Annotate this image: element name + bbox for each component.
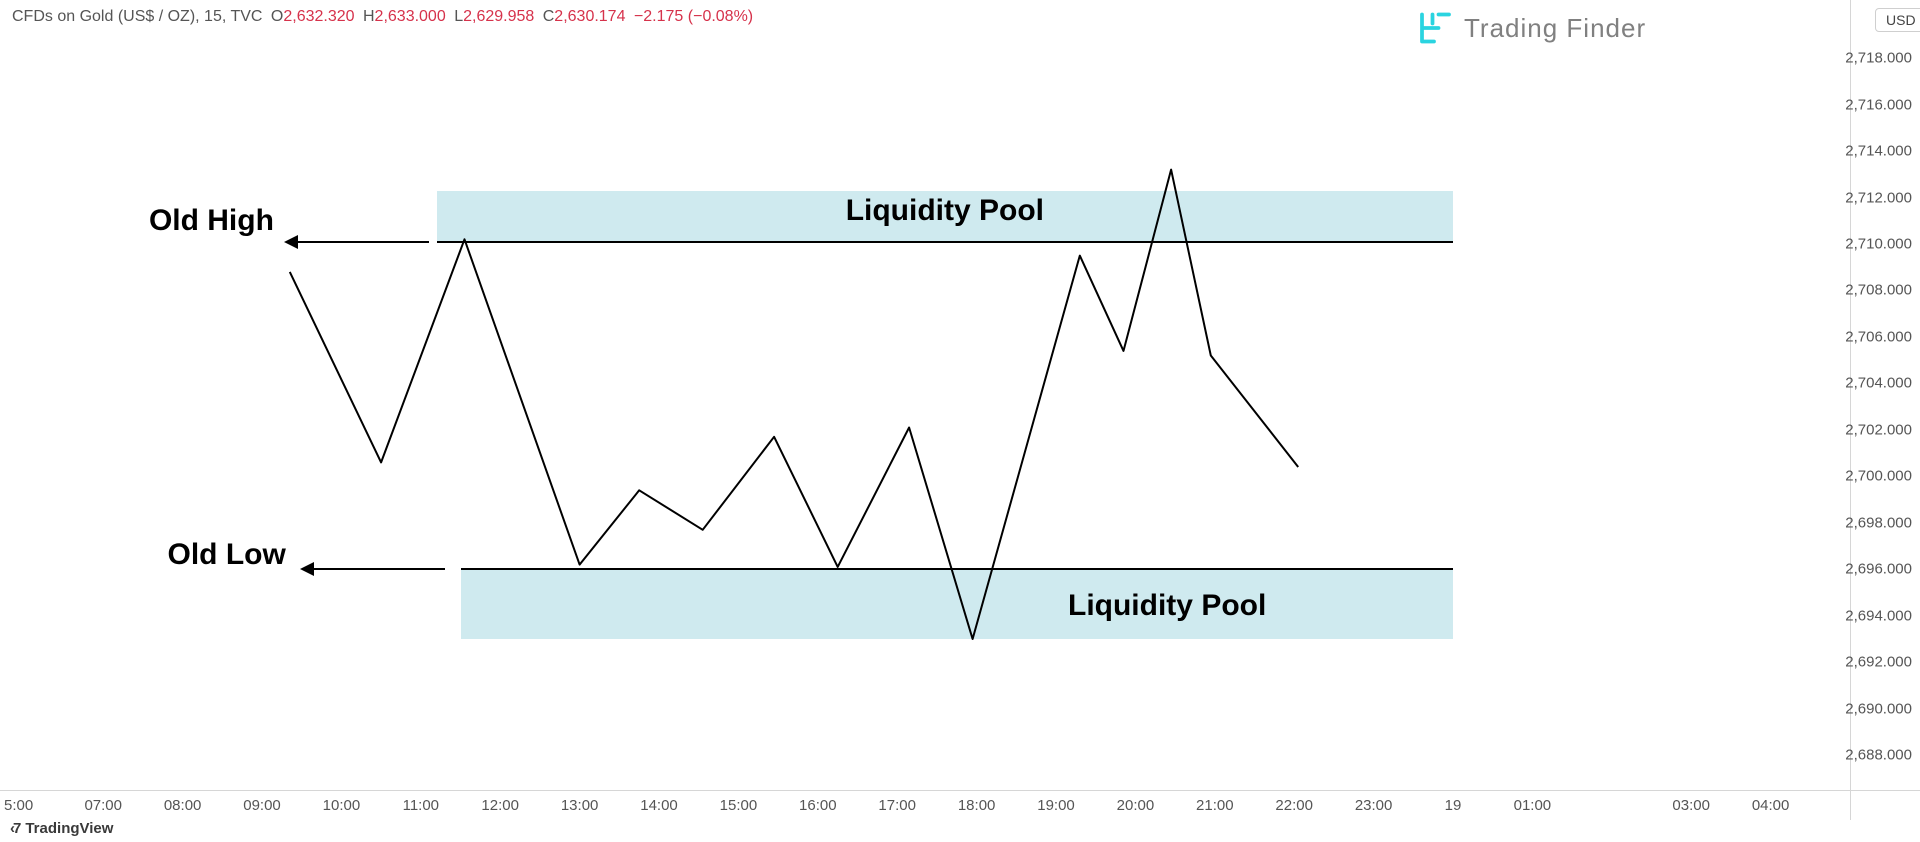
y-tick-label: 2,694.000 bbox=[1845, 607, 1912, 624]
brand-logo-pill: Trading Finder bbox=[1380, 0, 1682, 60]
x-tick-label: 10:00 bbox=[323, 797, 361, 814]
low-value: 2,629.958 bbox=[463, 8, 534, 25]
x-tick-label: 22:00 bbox=[1275, 797, 1313, 814]
open-prefix: O bbox=[271, 8, 283, 25]
x-tick-label: 13:00 bbox=[561, 797, 599, 814]
symbol-label: CFDs on Gold (US$ / OZ), 15, TVC bbox=[12, 8, 262, 25]
y-tick-label: 2,692.000 bbox=[1845, 654, 1912, 671]
y-tick-label: 2,688.000 bbox=[1845, 747, 1912, 764]
x-axis: 5:00 07:00 08:00 09:00 10:00 11:00 12:00 13:00 1… bbox=[0, 790, 1850, 820]
close-value: 2,630.174 bbox=[554, 8, 625, 25]
tradingview-icon: ‹7 bbox=[10, 820, 19, 837]
x-tick-label: 01:00 bbox=[1514, 797, 1552, 814]
x-tick-label: 19:00 bbox=[1037, 797, 1075, 814]
x-tick-label: 11:00 bbox=[403, 797, 439, 814]
y-tick-label: 2,704.000 bbox=[1845, 375, 1912, 392]
low-prefix: L bbox=[454, 8, 463, 25]
ohlc-header: CFDs on Gold (US$ / OZ), 15, TVC O2,632.… bbox=[12, 8, 753, 26]
x-tick-label: 07:00 bbox=[84, 797, 122, 814]
x-tick-label: 08:00 bbox=[164, 797, 202, 814]
y-tick-label: 2,690.000 bbox=[1845, 700, 1912, 717]
x-tick-label: 23:00 bbox=[1355, 797, 1393, 814]
x-tick-label: 04:00 bbox=[1752, 797, 1790, 814]
currency-badge[interactable]: USD bbox=[1875, 8, 1920, 32]
x-tick-label: 14:00 bbox=[640, 797, 678, 814]
tradingview-attribution: ‹7 TradingView bbox=[10, 820, 113, 837]
x-tick-label: 16:00 bbox=[799, 797, 837, 814]
x-tick-label: 15:00 bbox=[720, 797, 758, 814]
chart-plot-area[interactable]: Liquidity PoolLiquidity PoolOld HighOld … bbox=[0, 0, 1850, 790]
x-tick-label: 5:00 bbox=[4, 797, 33, 814]
y-tick-label: 2,698.000 bbox=[1845, 514, 1912, 531]
x-tick-label: 18:00 bbox=[958, 797, 996, 814]
open-value: 2,632.320 bbox=[283, 8, 354, 25]
y-tick-label: 2,708.000 bbox=[1845, 282, 1912, 299]
x-tick-label: 17:00 bbox=[878, 797, 916, 814]
y-tick-label: 2,714.000 bbox=[1845, 143, 1912, 160]
y-tick-label: 2,716.000 bbox=[1845, 96, 1912, 113]
high-prefix: H bbox=[363, 8, 375, 25]
axis-corner bbox=[1850, 790, 1920, 820]
x-tick-label: 21:00 bbox=[1196, 797, 1234, 814]
brand-icon bbox=[1416, 10, 1452, 46]
y-tick-label: 2,700.000 bbox=[1845, 468, 1912, 485]
brand-name: Trading Finder bbox=[1464, 13, 1646, 44]
y-tick-label: 2,718.000 bbox=[1845, 50, 1912, 67]
tradingview-label: TradingView bbox=[25, 820, 113, 837]
price-polyline bbox=[290, 170, 1298, 639]
price-line-svg bbox=[0, 0, 1850, 790]
y-axis: 2,718.0002,716.0002,714.0002,712.0002,71… bbox=[1850, 0, 1920, 790]
x-tick-label: 09:00 bbox=[243, 797, 281, 814]
high-value: 2,633.000 bbox=[375, 8, 446, 25]
x-tick-label: 12:00 bbox=[481, 797, 519, 814]
change-value: −2.175 (−0.08%) bbox=[634, 8, 753, 25]
y-tick-label: 2,712.000 bbox=[1845, 189, 1912, 206]
y-tick-label: 2,696.000 bbox=[1845, 561, 1912, 578]
x-tick-label: 19 bbox=[1445, 797, 1462, 814]
close-prefix: C bbox=[543, 8, 555, 25]
x-tick-label: 20:00 bbox=[1117, 797, 1155, 814]
y-tick-label: 2,702.000 bbox=[1845, 421, 1912, 438]
y-tick-label: 2,710.000 bbox=[1845, 235, 1912, 252]
x-tick-label: 03:00 bbox=[1672, 797, 1710, 814]
y-tick-label: 2,706.000 bbox=[1845, 328, 1912, 345]
